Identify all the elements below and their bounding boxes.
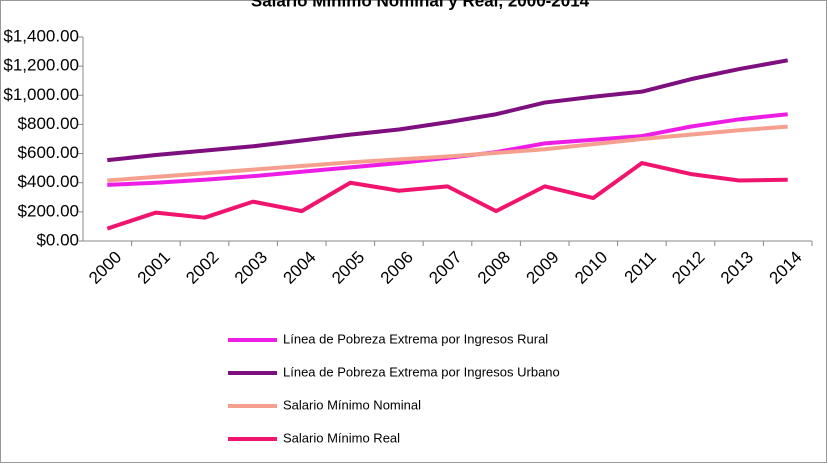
legend-label: Línea de Pobreza Extrema por Ingresos Ur… bbox=[283, 364, 560, 379]
series-line bbox=[106, 161, 788, 231]
y-tick-label: $200.00 bbox=[18, 201, 79, 220]
legend-label: Línea de Pobreza Extrema por Ingresos Ru… bbox=[283, 331, 548, 346]
y-tick-label: $0.00 bbox=[36, 230, 79, 249]
y-tick-label: $400.00 bbox=[18, 172, 79, 191]
y-tick-label: $600.00 bbox=[18, 143, 79, 162]
chart-title: Salario Mínimo Nominal y Real, 2000-2014 bbox=[251, 0, 590, 10]
series-line bbox=[107, 124, 788, 183]
legend-label: Salario Mínimo Nominal bbox=[283, 397, 421, 412]
y-tick-label: $800.00 bbox=[18, 114, 79, 133]
y-tick-label: $1,400.00 bbox=[3, 26, 79, 45]
legend-label: Salario Mínimo Real bbox=[283, 430, 400, 445]
series-line bbox=[107, 58, 789, 163]
y-tick-label: $1,000.00 bbox=[3, 85, 79, 104]
y-tick-label: $1,200.00 bbox=[3, 56, 79, 75]
